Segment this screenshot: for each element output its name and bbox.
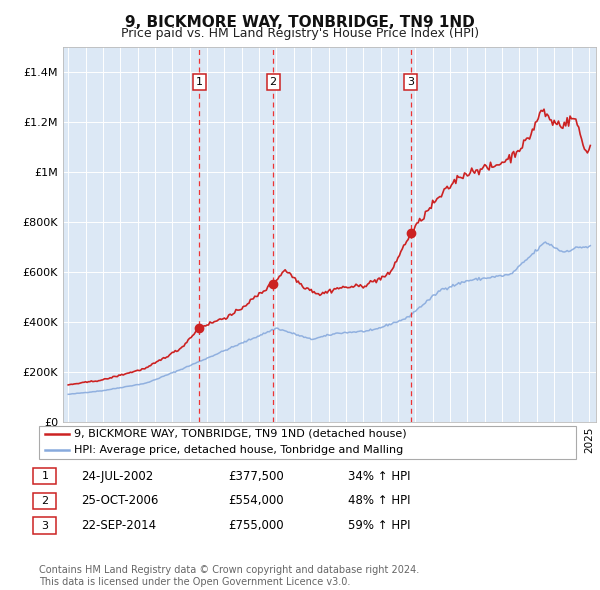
- Text: Price paid vs. HM Land Registry's House Price Index (HPI): Price paid vs. HM Land Registry's House …: [121, 27, 479, 40]
- Text: 1: 1: [196, 77, 203, 87]
- Text: £554,000: £554,000: [228, 494, 284, 507]
- Text: 1: 1: [41, 471, 49, 481]
- Text: 22-SEP-2014: 22-SEP-2014: [81, 519, 156, 532]
- Text: 2: 2: [269, 77, 277, 87]
- Text: 34% ↑ HPI: 34% ↑ HPI: [348, 470, 410, 483]
- Text: £755,000: £755,000: [228, 519, 284, 532]
- Text: 59% ↑ HPI: 59% ↑ HPI: [348, 519, 410, 532]
- Text: Contains HM Land Registry data © Crown copyright and database right 2024.
This d: Contains HM Land Registry data © Crown c…: [39, 565, 419, 587]
- Text: 3: 3: [407, 77, 414, 87]
- Text: HPI: Average price, detached house, Tonbridge and Malling: HPI: Average price, detached house, Tonb…: [74, 445, 403, 455]
- Text: 24-JUL-2002: 24-JUL-2002: [81, 470, 153, 483]
- Text: 9, BICKMORE WAY, TONBRIDGE, TN9 1ND (detached house): 9, BICKMORE WAY, TONBRIDGE, TN9 1ND (det…: [74, 429, 406, 438]
- Text: 3: 3: [41, 521, 49, 530]
- Text: 25-OCT-2006: 25-OCT-2006: [81, 494, 158, 507]
- Text: £377,500: £377,500: [228, 470, 284, 483]
- Text: 2: 2: [41, 496, 49, 506]
- Text: 48% ↑ HPI: 48% ↑ HPI: [348, 494, 410, 507]
- Text: 9, BICKMORE WAY, TONBRIDGE, TN9 1ND: 9, BICKMORE WAY, TONBRIDGE, TN9 1ND: [125, 15, 475, 30]
